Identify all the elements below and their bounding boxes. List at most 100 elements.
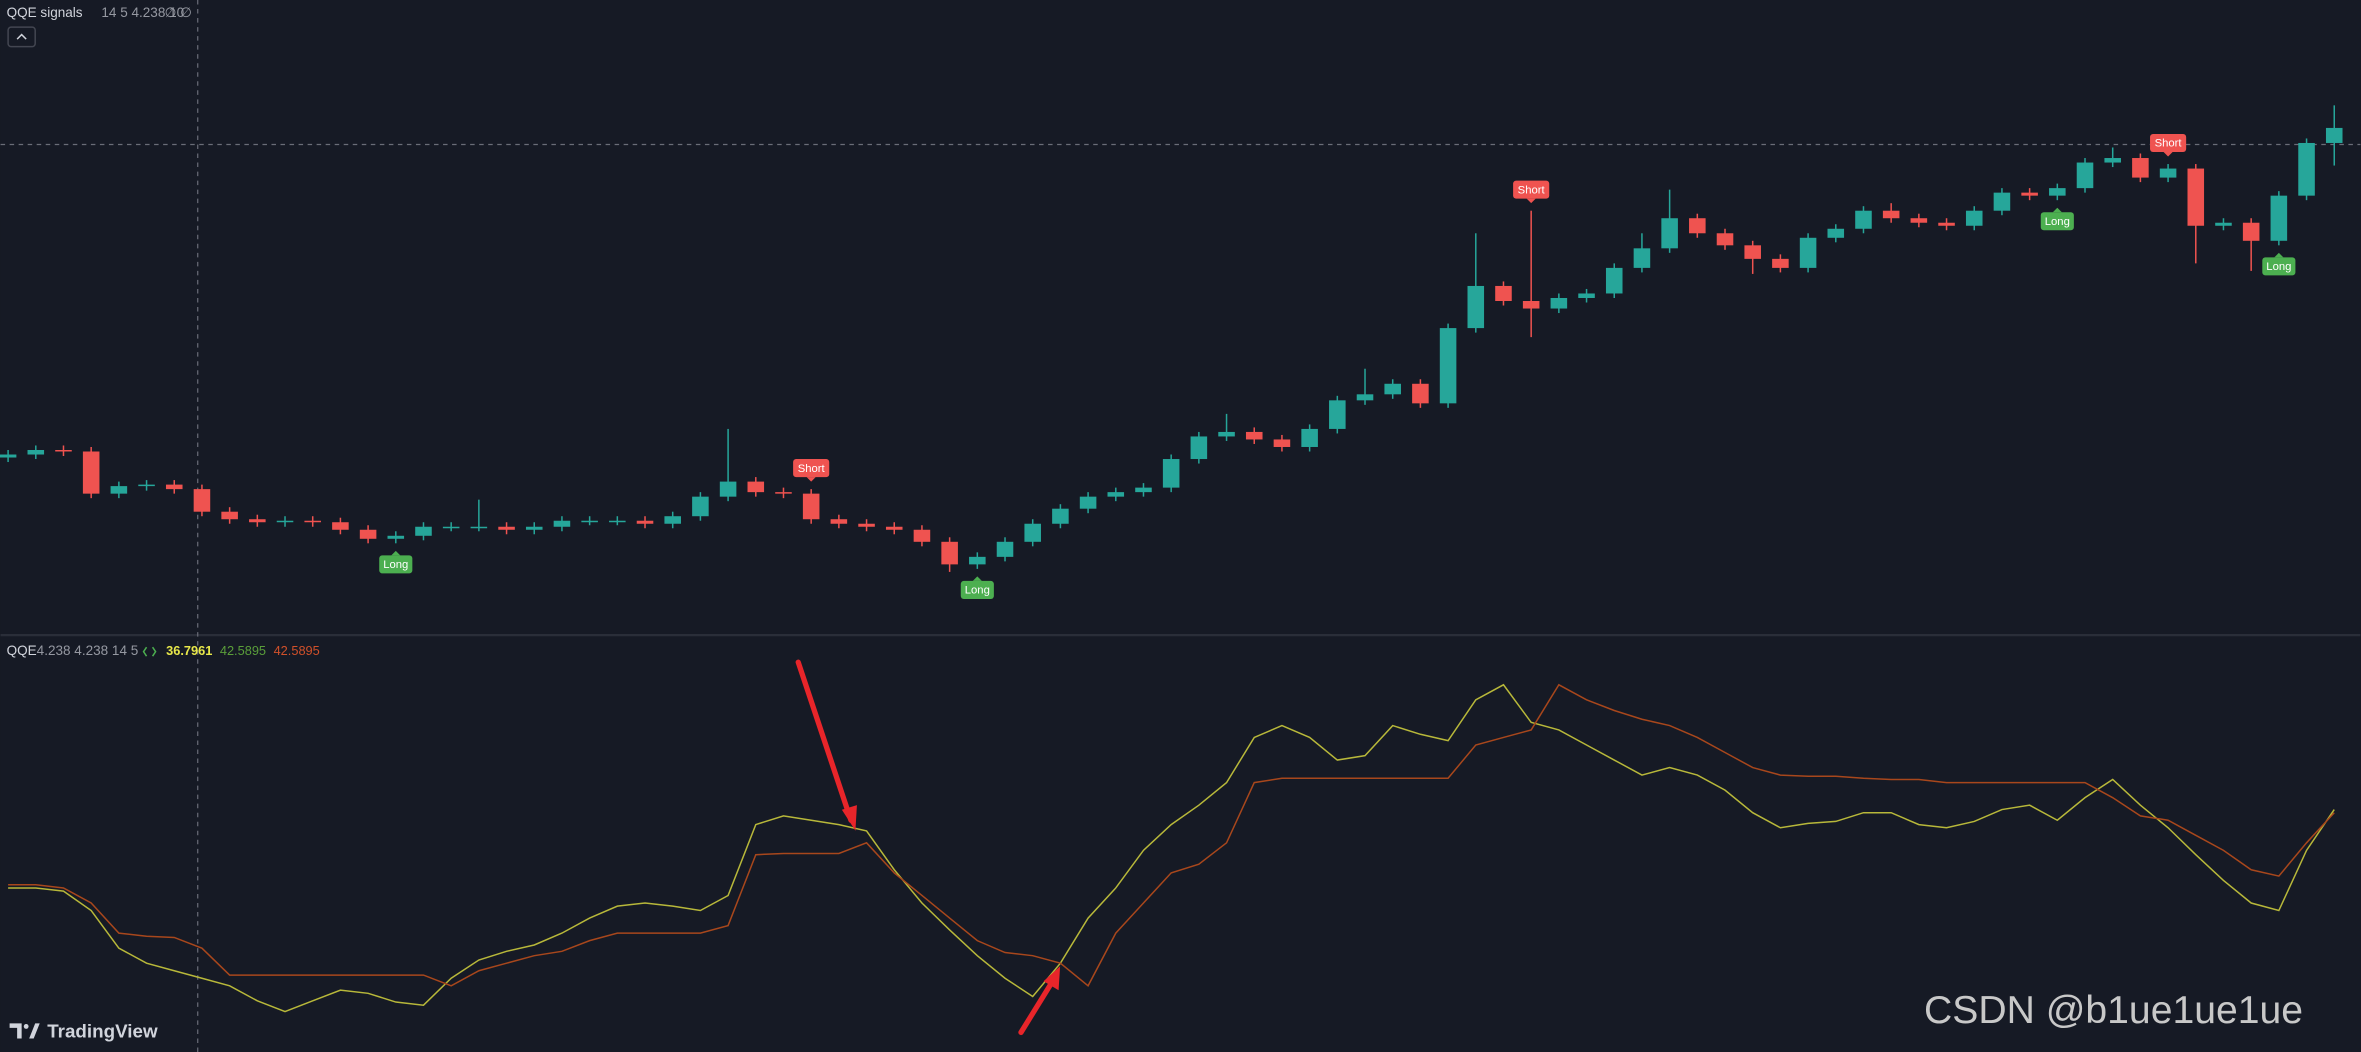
candle-body (1024, 523, 1041, 542)
candle-body (692, 496, 709, 517)
signal-text: Short (1518, 184, 1546, 196)
candle-body (2187, 168, 2205, 226)
candle-body (1495, 285, 1512, 302)
signal-badge (1513, 180, 1550, 199)
candle-body (1522, 301, 1540, 309)
candle-body (55, 449, 72, 452)
candle-body (2325, 127, 2343, 143)
candle-body (1273, 439, 1291, 447)
candle-body (2215, 222, 2232, 226)
plot-layer: Long Short Long Short Long Short Long (0, 105, 2343, 1013)
candle-body (858, 523, 875, 527)
candle-body (1744, 245, 1761, 259)
brand-name[interactable]: TradingView (47, 1020, 158, 1041)
candle-body (2298, 142, 2315, 196)
candle-body (1965, 210, 1983, 226)
signal-text: Long (2266, 261, 2291, 273)
candle-body (2270, 195, 2288, 241)
candle-body (2159, 168, 2177, 178)
signal-pointer (391, 550, 401, 556)
signal-label: Short (2150, 133, 2187, 157)
candle-body (1827, 228, 1845, 238)
candle-body (1882, 210, 1900, 219)
candle-body (802, 493, 820, 520)
candle-body (1633, 248, 1651, 268)
signal-pointer (2274, 252, 2284, 258)
candle-body (1245, 431, 1263, 440)
qqe-name[interactable]: QQE (7, 643, 37, 658)
candle-body (581, 520, 598, 523)
candle-body (221, 511, 238, 520)
candle-body (1578, 293, 1595, 298)
signal-pointer (1526, 198, 1536, 204)
signal-badge (379, 555, 413, 574)
candle-body (747, 481, 765, 493)
indicator-extra: ∅ ∅ (165, 5, 193, 20)
candle-body (498, 526, 515, 530)
candle-body (2242, 222, 2260, 241)
candle-body (1550, 297, 1568, 309)
collapse-button[interactable] (7, 26, 36, 48)
candle-body (553, 520, 571, 527)
candle-body (885, 526, 903, 530)
candle-body (1107, 492, 1125, 497)
candle-body (2076, 162, 2094, 189)
candle-body (1938, 222, 1955, 226)
candle-body (2049, 188, 2066, 196)
signal-pointer (806, 477, 816, 482)
candle-body (1855, 210, 1872, 229)
candle-body (1799, 237, 1817, 268)
candle-body (1135, 487, 1152, 493)
signal-badge (2262, 257, 2296, 276)
signal-pointer (2052, 207, 2062, 213)
signal-text: Long (2045, 216, 2070, 228)
signal-label: Long (2040, 207, 2074, 231)
qqe-params: 4.238 4.238 14 5 (37, 643, 139, 658)
candle-body (525, 526, 543, 530)
signal-pointer (2163, 152, 2173, 157)
candle-body (387, 535, 405, 539)
candle-body (332, 522, 349, 530)
candle-body (0, 454, 17, 458)
signal-label: Long (960, 576, 994, 599)
candle-body (941, 541, 958, 565)
readout-value: 42.5895 (274, 643, 320, 658)
candle-body (165, 484, 183, 490)
candle-body (1467, 285, 1485, 329)
candle-body (969, 556, 986, 565)
candle-body (470, 526, 488, 529)
candle-body (1218, 431, 1235, 437)
candle-body (1079, 496, 1097, 509)
qqe-line (8, 683, 2335, 1013)
candle-body (1910, 218, 1928, 223)
signal-text: Short (798, 463, 826, 475)
indicator-name[interactable]: QQE signals (7, 5, 83, 20)
annotation-arrows (795, 659, 1061, 1036)
signal-label: Short (1513, 180, 1550, 204)
signal-text: Short (2155, 138, 2183, 150)
candle-body (1190, 436, 1208, 460)
signal-label: Short (793, 459, 830, 482)
candle-body (27, 449, 45, 455)
candle-body (1716, 233, 1734, 246)
candle-body (1162, 459, 1180, 488)
candle-body (1412, 383, 1429, 404)
candle-body (359, 529, 377, 539)
readout-value: 42.5895 (220, 643, 266, 658)
signal-text: Long (965, 585, 990, 597)
collapse-icon (16, 33, 27, 40)
candle-body (2104, 158, 2121, 163)
candle-body (775, 492, 792, 494)
candle-body (415, 526, 432, 536)
candle-body (1052, 508, 1069, 524)
candle-body (996, 541, 1014, 557)
watermark: CSDN @b1ue1ue1ue (1924, 989, 2303, 1032)
signal-label: Long (379, 550, 413, 574)
signal-badge (960, 580, 994, 599)
signal-label: Long (2262, 252, 2296, 276)
qqe-readout: 36.7961 42.5895 42.5895 (166, 643, 320, 658)
candle-body (1661, 218, 1678, 249)
visibility-icon[interactable] (142, 646, 157, 657)
